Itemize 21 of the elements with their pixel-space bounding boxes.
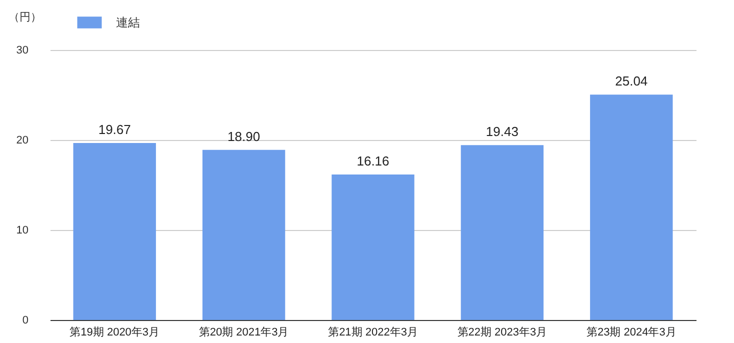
bar [202,150,286,320]
y-axis-title: （円） [8,12,42,24]
text: 16.16 [356,154,390,169]
bar [332,174,414,320]
y-tick-label: 10 [16,224,28,236]
x-tick-label: 第20期 2021年3月 [198,326,289,338]
y-tick-label: 20 [16,134,28,146]
bar [590,94,673,320]
bar [73,142,156,320]
x-tick-label: 第23期 2024年3月 [586,326,676,338]
text: 25.04 [615,74,648,89]
text: 19.43 [486,124,518,140]
text: 18.90 [228,128,260,144]
text: 19.67 [98,122,131,137]
x-tick-label: 第22期 2023年3月 [457,326,548,338]
legend-label: 連結 [116,16,140,30]
bar [460,145,544,320]
x-tick-label: 第19期 2020年3月 [70,326,160,338]
y-tick-label: 30 [16,44,28,56]
y-tick-label: 0 [22,314,28,326]
x-tick-label: 第21期 2022年3月 [328,326,418,338]
